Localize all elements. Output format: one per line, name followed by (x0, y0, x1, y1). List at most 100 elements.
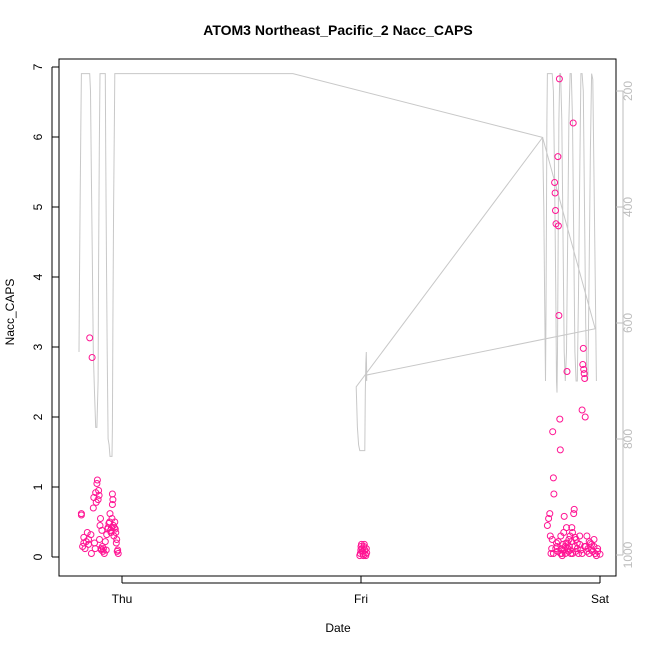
y-tick-label: 4 (31, 273, 45, 280)
x-axis-label: Date (325, 621, 351, 635)
data-point (554, 538, 562, 546)
data-point (563, 368, 571, 375)
y-tick-label: 0 (31, 553, 45, 560)
data-point (93, 480, 101, 487)
data-point (362, 545, 370, 553)
plot-frame (58, 58, 617, 577)
right-tick-label: 600 (621, 313, 635, 333)
data-point (552, 207, 559, 214)
right-tick-label: 200 (621, 81, 635, 101)
data-point (581, 413, 589, 421)
data-point (89, 504, 97, 512)
data-point (581, 375, 589, 382)
y-tick-label: 6 (31, 133, 45, 140)
data-point (86, 334, 94, 342)
data-point (554, 153, 562, 161)
data-point (113, 536, 121, 543)
data-point (594, 545, 602, 553)
data-point (578, 406, 586, 414)
data-point (580, 370, 588, 378)
data-point (557, 550, 565, 557)
data-point (549, 550, 557, 557)
data-point (579, 344, 587, 352)
data-point (95, 487, 103, 494)
right-axis: 200 400 600 800 1000 (616, 81, 635, 568)
data-point (551, 179, 559, 186)
data-point (88, 354, 96, 361)
data-point (83, 529, 91, 536)
data-point (556, 446, 564, 454)
data-point (87, 550, 95, 557)
data-point (563, 524, 570, 532)
x-tick-label: Thu (112, 592, 133, 606)
data-point (97, 515, 104, 522)
data-point (102, 546, 110, 554)
data-point (81, 545, 89, 553)
data-point (91, 545, 99, 553)
right-tick-label: 800 (621, 429, 635, 449)
data-point (100, 550, 108, 557)
data-point (548, 536, 556, 543)
data-point (545, 515, 553, 522)
y-axis-label: Nacc_CAPS (3, 279, 17, 346)
data-point (101, 538, 109, 546)
data-point (109, 496, 117, 504)
data-point (111, 518, 119, 526)
data-point (77, 510, 85, 518)
data-point (96, 536, 103, 543)
x-tick-label: Sat (591, 592, 610, 606)
data-point (549, 428, 557, 436)
data-point (543, 522, 551, 529)
data-point (570, 510, 578, 518)
data-point (555, 312, 563, 319)
data-point (576, 532, 584, 540)
right-tick-label: 1000 (621, 541, 635, 568)
altitude-line (78, 73, 597, 457)
data-point (546, 510, 554, 518)
y-tick-label: 5 (31, 203, 45, 210)
data-point (568, 524, 576, 532)
data-point (560, 512, 568, 520)
data-point (580, 365, 588, 373)
data-point (556, 415, 564, 423)
x-tick-label: Fri (354, 592, 368, 606)
y-tick-label: 2 (31, 413, 45, 420)
data-point (561, 543, 569, 550)
data-point (112, 539, 120, 547)
data-point (95, 491, 103, 499)
data-point (569, 550, 576, 557)
data-point (94, 496, 102, 504)
data-point (87, 531, 95, 539)
data-point (112, 529, 120, 536)
data-point (547, 550, 555, 557)
data-point (546, 532, 554, 540)
data-point (570, 505, 578, 513)
data-point (108, 501, 116, 508)
data-point (554, 222, 562, 230)
data-point (583, 532, 591, 540)
data-point (569, 119, 577, 127)
y-tick-label: 3 (31, 343, 45, 350)
data-point (573, 539, 581, 547)
data-point (108, 490, 116, 498)
data-points (77, 75, 604, 560)
data-point (555, 75, 563, 83)
data-point (549, 474, 557, 482)
data-point (571, 533, 579, 541)
data-point (551, 189, 559, 197)
altitude-series (78, 73, 597, 457)
chart-title: ATOM3 Northeast_Pacific_2 Nacc_CAPS (203, 22, 472, 38)
data-point (114, 546, 122, 554)
data-point (579, 361, 587, 368)
data-point (566, 532, 574, 540)
data-point (114, 550, 122, 557)
right-tick-label: 400 (621, 197, 635, 217)
data-point (559, 546, 567, 554)
data-point (108, 524, 115, 532)
data-point (592, 552, 600, 560)
data-point (93, 476, 101, 484)
x-axis: Thu Fri Sat (112, 576, 610, 606)
data-point (564, 539, 572, 547)
data-point (111, 525, 119, 533)
y-axis: 0 1 2 3 4 5 6 7 (31, 63, 59, 560)
